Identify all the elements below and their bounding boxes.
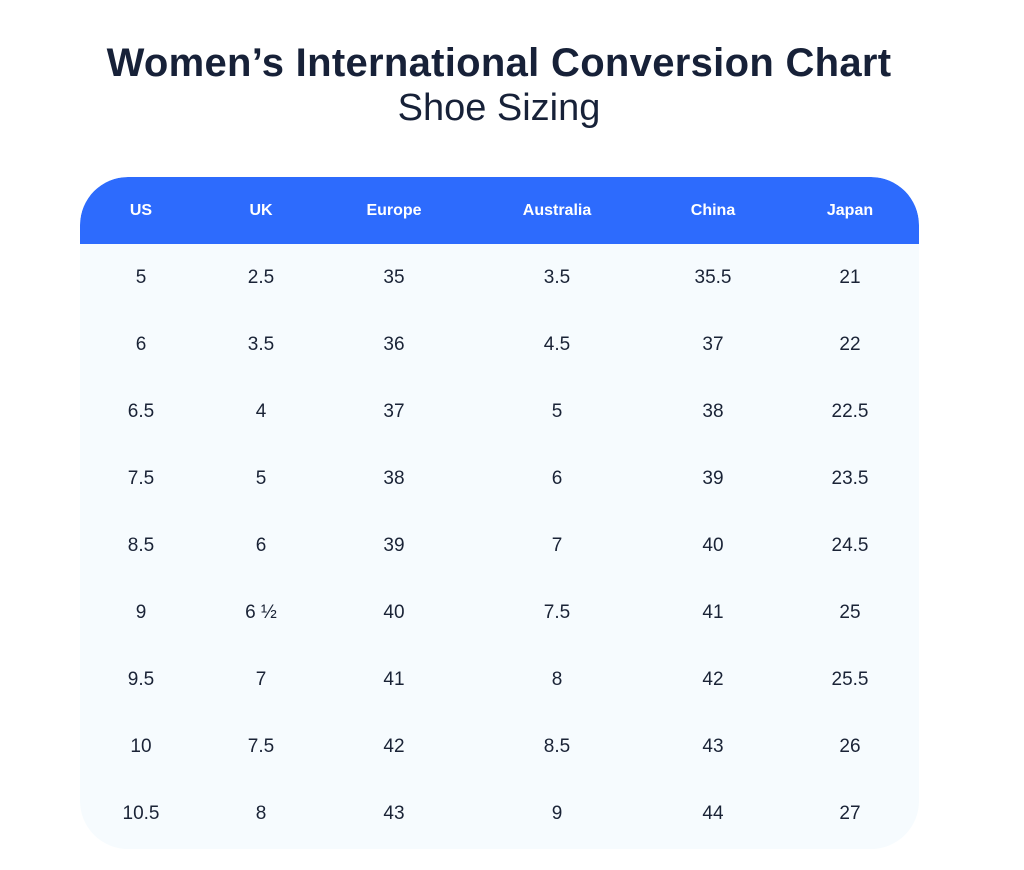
cell-us: 7.5 bbox=[127, 468, 155, 489]
size-conversion-table: US UK Europe Australia China Japan 5 2.5… bbox=[80, 177, 919, 849]
cell-uk: 5 bbox=[255, 468, 267, 489]
cell-australia: 4.5 bbox=[543, 334, 571, 355]
table-row: 6.5 4 37 5 38 22.5 bbox=[80, 378, 919, 445]
page-title: Women’s International Conversion Chart bbox=[106, 41, 892, 85]
cell-australia: 8.5 bbox=[543, 736, 571, 757]
cell-europe: 38 bbox=[383, 468, 405, 489]
column-header-australia: Australia bbox=[522, 202, 592, 219]
cell-japan: 22.5 bbox=[831, 401, 869, 422]
cell-china: 43 bbox=[702, 736, 724, 757]
cell-china: 41 bbox=[702, 602, 724, 623]
cell-uk: 6 ½ bbox=[245, 602, 277, 623]
cell-japan: 25 bbox=[839, 602, 861, 623]
cell-australia: 3.5 bbox=[543, 267, 571, 288]
cell-europe: 39 bbox=[383, 535, 405, 556]
cell-uk: 4 bbox=[255, 401, 267, 422]
cell-china: 37 bbox=[702, 334, 724, 355]
cell-us: 8.5 bbox=[127, 535, 155, 556]
cell-japan: 21 bbox=[839, 267, 861, 288]
cell-europe: 35 bbox=[383, 267, 405, 288]
cell-uk: 6 bbox=[255, 535, 267, 556]
cell-us: 10.5 bbox=[122, 803, 160, 824]
column-header-china: China bbox=[690, 202, 736, 219]
table-row: 10.5 8 43 9 44 27 bbox=[80, 780, 919, 847]
cell-us: 9.5 bbox=[127, 669, 155, 690]
cell-europe: 43 bbox=[383, 803, 405, 824]
cell-japan: 25.5 bbox=[831, 669, 869, 690]
cell-uk: 3.5 bbox=[247, 334, 275, 355]
cell-us: 5 bbox=[135, 267, 147, 288]
column-header-us: US bbox=[129, 202, 153, 219]
cell-china: 39 bbox=[702, 468, 724, 489]
cell-australia: 8 bbox=[551, 669, 563, 690]
cell-europe: 40 bbox=[383, 602, 405, 623]
page-subtitle: Shoe Sizing bbox=[397, 87, 601, 129]
cell-us: 10 bbox=[130, 736, 152, 757]
cell-uk: 7 bbox=[255, 669, 267, 690]
cell-europe: 36 bbox=[383, 334, 405, 355]
table-row: 6 3.5 36 4.5 37 22 bbox=[80, 311, 919, 378]
cell-china: 35.5 bbox=[694, 267, 732, 288]
cell-us: 6 bbox=[135, 334, 147, 355]
table-row: 7.5 5 38 6 39 23.5 bbox=[80, 445, 919, 512]
table-row: 9 6 ½ 40 7.5 41 25 bbox=[80, 579, 919, 646]
cell-japan: 26 bbox=[839, 736, 861, 757]
cell-us: 6.5 bbox=[127, 401, 155, 422]
cell-europe: 42 bbox=[383, 736, 405, 757]
table-row: 10 7.5 42 8.5 43 26 bbox=[80, 713, 919, 780]
table-row: 9.5 7 41 8 42 25.5 bbox=[80, 646, 919, 713]
cell-china: 42 bbox=[702, 669, 724, 690]
cell-europe: 41 bbox=[383, 669, 405, 690]
column-header-uk: UK bbox=[249, 202, 273, 219]
cell-australia: 7.5 bbox=[543, 602, 571, 623]
cell-uk: 8 bbox=[255, 803, 267, 824]
table-row: 8.5 6 39 7 40 24.5 bbox=[80, 512, 919, 579]
cell-europe: 37 bbox=[383, 401, 405, 422]
cell-china: 38 bbox=[702, 401, 724, 422]
cell-china: 44 bbox=[702, 803, 724, 824]
cell-japan: 27 bbox=[839, 803, 861, 824]
cell-australia: 5 bbox=[551, 401, 563, 422]
cell-australia: 9 bbox=[551, 803, 563, 824]
cell-australia: 7 bbox=[551, 535, 563, 556]
cell-us: 9 bbox=[135, 602, 147, 623]
table-row: 5 2.5 35 3.5 35.5 21 bbox=[80, 244, 919, 311]
cell-japan: 22 bbox=[839, 334, 861, 355]
cell-japan: 23.5 bbox=[831, 468, 869, 489]
cell-uk: 2.5 bbox=[247, 267, 275, 288]
cell-uk: 7.5 bbox=[247, 736, 275, 757]
column-header-europe: Europe bbox=[366, 202, 422, 219]
column-header-japan: Japan bbox=[826, 202, 874, 219]
table-header: US UK Europe Australia China Japan bbox=[80, 177, 919, 244]
cell-china: 40 bbox=[702, 535, 724, 556]
cell-australia: 6 bbox=[551, 468, 563, 489]
cell-japan: 24.5 bbox=[831, 535, 869, 556]
